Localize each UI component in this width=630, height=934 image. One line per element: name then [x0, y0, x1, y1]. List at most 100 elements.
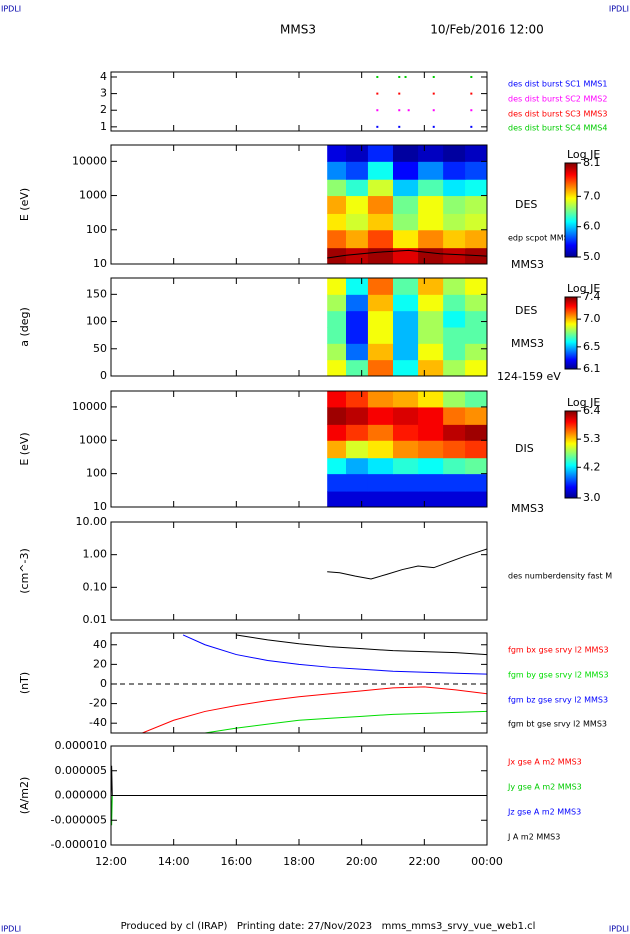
heat-cell	[327, 343, 347, 361]
heat-cell	[418, 278, 444, 295]
heat-cell	[367, 310, 394, 328]
y-tick-label: -0.000005	[51, 813, 107, 826]
y-axis-title: (A/m2)	[18, 777, 31, 815]
heat-cell	[418, 473, 444, 492]
heat-cell	[418, 310, 444, 328]
colorbar-tick-label: 6.4	[583, 404, 601, 417]
heat-cell	[443, 457, 466, 475]
heat-cell	[465, 424, 487, 441]
heat-cell	[346, 310, 369, 328]
heat-cell	[418, 179, 444, 197]
y-tick-label: 10	[93, 257, 107, 270]
heat-cell	[367, 473, 394, 492]
y-tick-label: -40	[89, 716, 107, 729]
heat-cell	[367, 294, 394, 312]
heat-cell	[346, 406, 369, 425]
y-tick-label: -20	[89, 697, 107, 710]
point	[376, 125, 379, 128]
point	[376, 109, 379, 112]
heat-cell	[346, 294, 369, 312]
side-label: DES	[515, 304, 537, 317]
colorbar-tick-label: 8.1	[583, 156, 601, 169]
heat-cell	[367, 359, 394, 376]
heat-cell	[327, 145, 347, 162]
y-tick-label: 0.000000	[55, 789, 108, 802]
heat-cell	[393, 213, 419, 231]
x-tick-label: 22:00	[408, 855, 440, 868]
x-tick-label: 00:00	[471, 855, 503, 868]
heat-cell	[465, 145, 487, 162]
colorbar-tick-label: 6.5	[583, 340, 601, 353]
legend-entry: fgm bz gse srvy l2 MMS3	[508, 696, 608, 705]
logo: IPDLI	[609, 925, 629, 934]
legend-entry: Jx gse A m2 MMS3	[507, 758, 582, 767]
heat-cell	[443, 406, 466, 425]
heat-cell	[443, 179, 466, 197]
heat-cell	[367, 406, 394, 425]
heat-cell	[367, 213, 394, 231]
heat-cell	[443, 424, 466, 441]
logo: IPDLI	[1, 925, 21, 934]
heat-cell	[443, 359, 466, 376]
heat-cell	[346, 161, 369, 180]
plot-area	[327, 145, 487, 264]
heat-cell	[367, 229, 394, 249]
data-line	[111, 765, 487, 796]
overlay-line	[327, 249, 487, 259]
y-tick-label: 1000	[79, 189, 107, 202]
point	[407, 109, 410, 112]
heat-cell	[393, 310, 419, 328]
heat-cell	[393, 247, 419, 264]
x-tick-label: 18:00	[283, 855, 315, 868]
y-tick-label: 2	[100, 103, 107, 116]
colorbar-tick-label: 6.1	[583, 362, 601, 375]
y-tick-label: 0.01	[83, 613, 108, 626]
heat-cell	[367, 327, 394, 344]
colorbar-tick-label: 7.0	[583, 189, 601, 202]
heat-cell	[443, 229, 466, 249]
colorbar-tick-label: 6.0	[583, 220, 601, 233]
heat-cell	[393, 473, 419, 492]
point	[398, 109, 401, 112]
y-tick-label: 0	[100, 677, 107, 690]
heat-cell	[367, 440, 394, 459]
y-axis-title: E (eV)	[18, 188, 31, 221]
heat-cell	[327, 278, 347, 295]
y-tick-label: 10	[93, 500, 107, 513]
heat-cell	[346, 327, 369, 344]
y-tick-label: 0.10	[83, 580, 108, 593]
heat-cell	[418, 343, 444, 361]
heat-cell	[327, 247, 347, 264]
colorbar-tick-label: 4.2	[583, 460, 601, 473]
heat-cell	[443, 473, 466, 492]
heat-cell	[346, 229, 369, 249]
heat-cell	[367, 179, 394, 197]
y-tick-label: 50	[93, 342, 107, 355]
heat-cell	[327, 179, 347, 197]
heat-cell	[418, 406, 444, 425]
title: MMS3	[280, 23, 316, 37]
heat-cell	[443, 391, 466, 408]
point	[470, 109, 473, 112]
panel-frame	[110, 390, 488, 508]
heat-cell	[327, 457, 347, 475]
heat-cell	[443, 213, 466, 231]
plot-area	[376, 75, 473, 128]
heat-cell	[465, 440, 487, 459]
heat-cell	[418, 491, 444, 507]
heat-cell	[418, 294, 444, 312]
heat-cell	[346, 359, 369, 376]
heat-cell	[393, 278, 419, 295]
legend-entry: Jy gse A m2 MMS3	[507, 783, 582, 792]
y-tick-label: 0.000005	[55, 764, 108, 777]
heat-cell	[418, 195, 444, 214]
heat-cell	[393, 457, 419, 475]
point	[432, 125, 435, 128]
heat-cell	[465, 473, 487, 492]
y-tick-label: 40	[93, 638, 107, 651]
legend-entry: Jz gse A m2 MMS3	[507, 808, 581, 817]
heat-cell	[327, 310, 347, 328]
point	[398, 75, 401, 78]
plot-area	[327, 278, 487, 376]
point	[398, 92, 401, 95]
